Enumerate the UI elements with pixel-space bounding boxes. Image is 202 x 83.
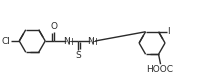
Text: N: N (87, 37, 94, 45)
Text: HOOC: HOOC (146, 65, 173, 74)
Text: I: I (167, 27, 170, 36)
Text: S: S (75, 51, 81, 60)
Text: H: H (91, 38, 97, 47)
Text: H: H (67, 38, 73, 47)
Text: N: N (63, 37, 69, 45)
Text: O: O (51, 22, 58, 31)
Text: Cl: Cl (2, 37, 11, 45)
